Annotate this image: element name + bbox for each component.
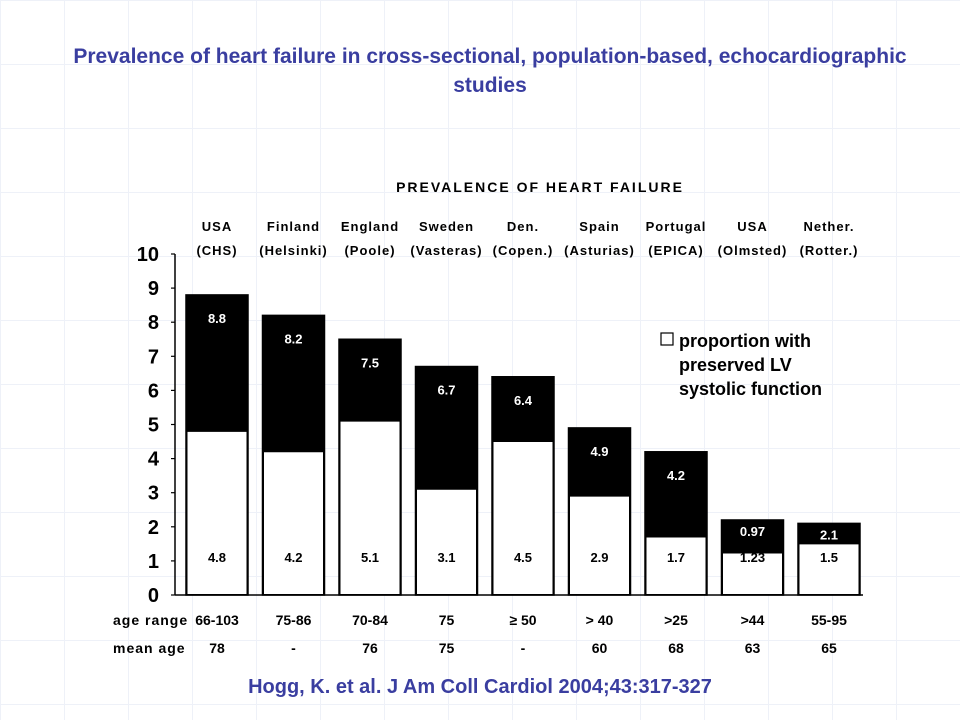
bar-preserved-lv xyxy=(264,451,323,594)
category-label-line1: USA xyxy=(202,219,232,234)
data-label-preserved: 3.1 xyxy=(437,550,455,565)
legend-swatch xyxy=(660,332,674,346)
data-label-preserved: 1.23 xyxy=(740,550,765,565)
table-cell-mean-age: 76 xyxy=(362,640,378,656)
y-tick-label: 10 xyxy=(137,244,159,266)
category-label-line2: (EPICA) xyxy=(648,243,703,258)
table-cell-age-range: 75-86 xyxy=(276,612,312,628)
category-label-line2: (Copen.) xyxy=(493,243,554,258)
y-tick-label: 2 xyxy=(148,517,159,539)
bar-preserved-lv xyxy=(493,441,553,594)
category-label-line2: (Olmsted) xyxy=(718,243,788,258)
category-label-line1: Den. xyxy=(507,219,539,234)
y-tick-label: 4 xyxy=(148,449,160,471)
table-cell-age-range: 55-95 xyxy=(811,612,847,628)
data-label-total: 8.2 xyxy=(284,331,302,346)
data-label-total: 2.1 xyxy=(820,527,838,542)
data-label-preserved: 4.2 xyxy=(284,550,302,565)
bar-preserved-lv xyxy=(799,543,859,594)
category-label-line2: (Poole) xyxy=(344,243,395,258)
bar-preserved-lv xyxy=(417,489,476,594)
y-tick-label: 9 xyxy=(148,278,159,300)
data-label-total: 6.4 xyxy=(514,393,533,408)
table-cell-mean-age: 68 xyxy=(668,640,684,656)
data-label-preserved: 5.1 xyxy=(361,550,379,565)
legend-label-line3: systolic function xyxy=(679,379,822,399)
category-label-line1: Portugal xyxy=(646,219,707,234)
category-label-line1: England xyxy=(341,219,399,234)
y-tick-label: 8 xyxy=(148,312,159,334)
data-label-preserved: 1.5 xyxy=(820,550,838,565)
table-row-label: age range xyxy=(113,612,188,628)
table-cell-mean-age: 78 xyxy=(209,640,225,656)
data-label-total: 8.8 xyxy=(208,311,226,326)
category-label-line1: Finland xyxy=(267,219,320,234)
table-cell-age-range: ≥ 50 xyxy=(509,612,536,628)
data-label-total: 0.97 xyxy=(740,524,765,539)
table-cell-age-range: 66-103 xyxy=(195,612,239,628)
data-label-total: 4.9 xyxy=(590,444,608,459)
y-tick-label: 5 xyxy=(148,415,159,437)
data-label-preserved: 4.8 xyxy=(208,550,226,565)
data-label-preserved: 2.9 xyxy=(590,550,608,565)
table-cell-age-range: > 40 xyxy=(586,612,614,628)
bar-preserved-lv xyxy=(570,496,629,594)
bar-preserved-lv xyxy=(340,421,400,594)
table-cell-mean-age: 75 xyxy=(439,640,455,656)
bar-preserved-lv xyxy=(187,431,247,594)
y-tick-label: 7 xyxy=(148,346,159,368)
table-cell-age-range: >44 xyxy=(741,612,765,628)
table-cell-mean-age: 60 xyxy=(592,640,608,656)
category-label-line2: (Helsinki) xyxy=(259,243,328,258)
bar-preserved-lv xyxy=(646,537,706,594)
table-cell-age-range: 75 xyxy=(439,612,455,628)
y-tick-label: 3 xyxy=(148,483,159,505)
table-cell-age-range: >25 xyxy=(664,612,688,628)
slide-title: Prevalence of heart failure in cross-sec… xyxy=(20,42,960,100)
table-row-label: mean age xyxy=(113,640,186,656)
category-label-line1: USA xyxy=(737,219,767,234)
slide-title-line1: Prevalence of heart failure in cross-sec… xyxy=(73,45,907,68)
chart-title: PREVALENCE OF HEART FAILURE xyxy=(396,179,684,195)
category-label-line1: Spain xyxy=(579,219,619,234)
bar-preserved-lv xyxy=(723,553,782,594)
table-cell-mean-age: - xyxy=(521,640,526,656)
category-label-line2: (Rotter.) xyxy=(800,243,859,258)
category-label-line2: (Vasteras) xyxy=(410,243,482,258)
y-tick-label: 0 xyxy=(148,585,159,607)
category-label-line2: (Asturias) xyxy=(564,243,635,258)
table-cell-mean-age: 65 xyxy=(821,640,837,656)
table-cell-mean-age: - xyxy=(291,640,296,656)
slide-title-line2: studies xyxy=(453,74,527,97)
category-label-line1: Sweden xyxy=(419,219,474,234)
data-label-total: 7.5 xyxy=(361,355,379,370)
table-cell-age-range: 70-84 xyxy=(352,612,388,628)
y-tick-label: 6 xyxy=(148,380,159,402)
data-label-preserved: 1.7 xyxy=(667,550,685,565)
table-cell-mean-age: 63 xyxy=(745,640,761,656)
citation: Hogg, K. et al. J Am Coll Cardiol 2004;4… xyxy=(248,676,712,698)
category-label-line2: (CHS) xyxy=(196,243,237,258)
category-label-line1: Nether. xyxy=(803,219,854,234)
legend-label-line1: proportion with xyxy=(679,331,811,351)
y-tick-label: 1 xyxy=(148,551,159,573)
data-label-total: 4.2 xyxy=(667,468,685,483)
data-label-preserved: 4.5 xyxy=(514,550,532,565)
data-label-total: 6.7 xyxy=(437,383,455,398)
legend-label-line2: preserved LV xyxy=(679,355,792,375)
